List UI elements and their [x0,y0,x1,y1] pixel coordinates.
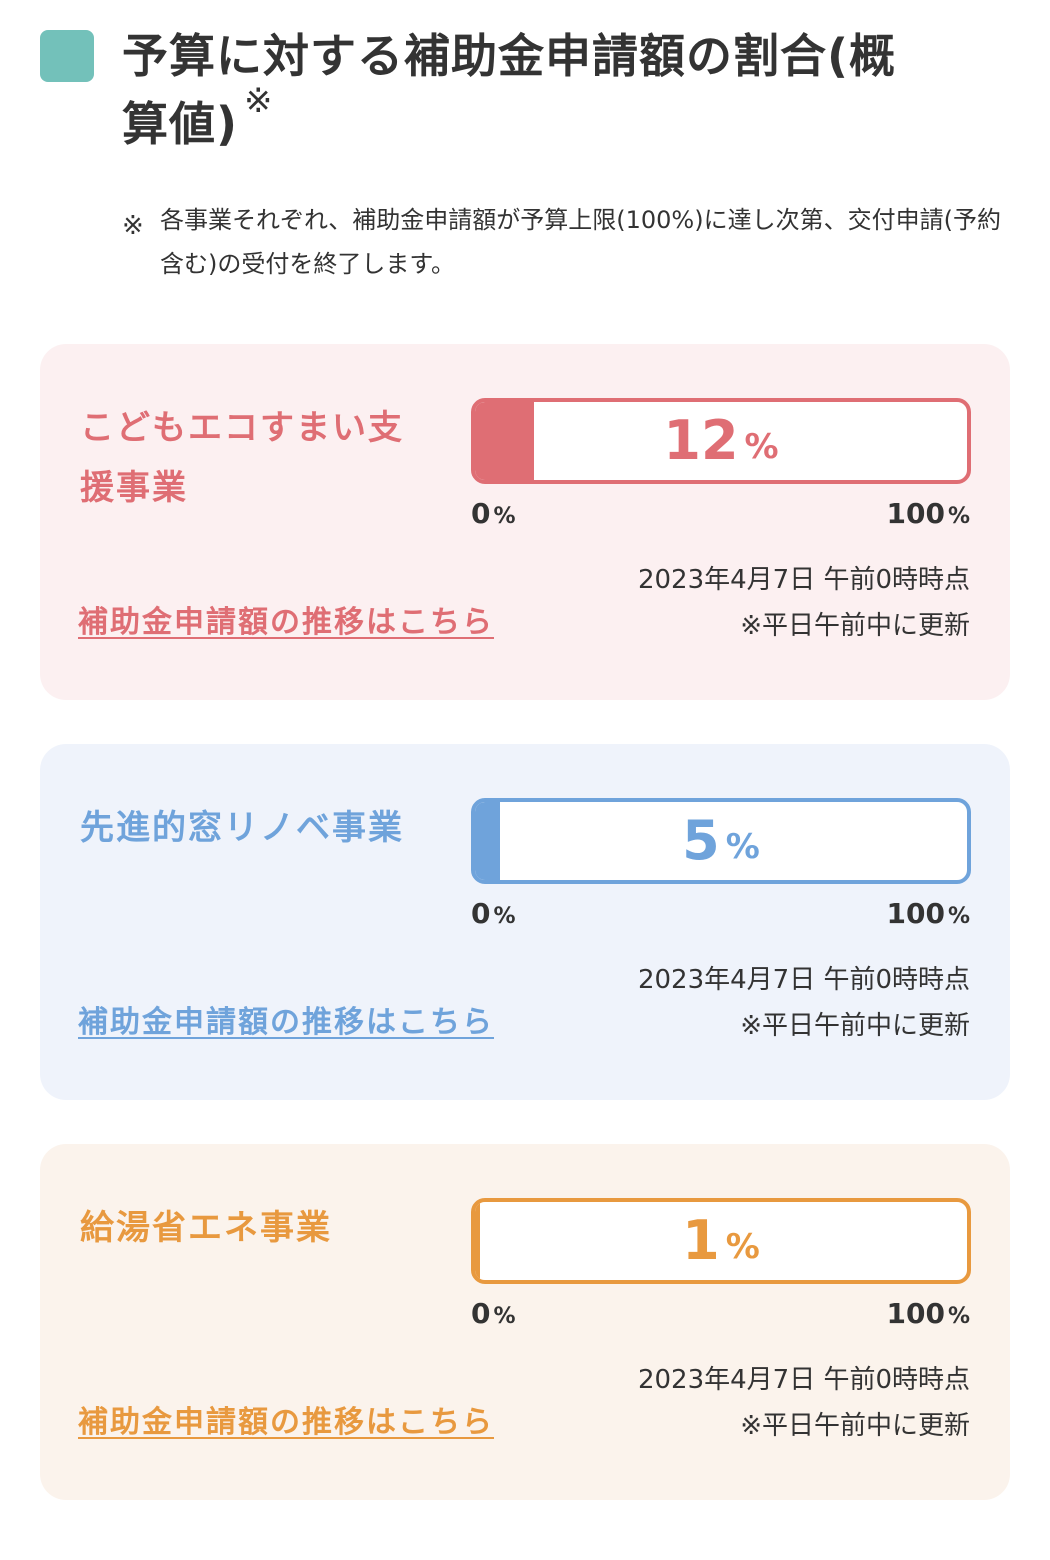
data-timestamp: 2023年4月7日 午前0時時点 [637,965,970,995]
scale-min-label: 0% [471,1296,516,1335]
scale-min-value: 0 [471,897,491,930]
program-name: こどもエコすまい支援事業 [80,408,404,508]
program-card-window-renovation: 先進的窓リノベ事業 5% 0% 100% 2023年4月7日 午前0時時点 ※平… [40,744,1010,1100]
title-note-mark: ※ [244,81,274,121]
program-card-kodomo-eco: こどもエコすまい支援事業 12% 0% 100% 2023年4月7日 午前0時時… [40,344,1010,700]
budget-progress-fill [475,1202,480,1280]
budget-progress-fill [475,402,535,480]
page-title-text: 予算に対する補助金申請額の割合(概算値) [122,29,897,151]
scale-max-value: 100 [886,497,945,530]
note-mark: ※ [122,211,144,241]
program-name: 先進的窓リノベ事業 [80,808,404,848]
progress-number: 1 [682,1209,720,1272]
budget-progress-bar: 5% [471,798,971,884]
update-schedule-note: ※平日午前中に更新 [740,611,970,641]
scale-max-label: 100% [887,1296,971,1335]
scale-max-unit: % [947,504,970,529]
scale-max-value: 100 [886,1297,945,1330]
page-title: 予算に対する補助金申請額の割合(概算値) ※ [122,22,922,158]
budget-progress-value: 1% [475,1202,967,1280]
scale-max-value: 100 [886,897,945,930]
program-card-water-heater: 給湯省エネ事業 1% 0% 100% 2023年4月7日 午前0時時点 ※平日午… [40,1144,1010,1500]
application-history-link[interactable]: 補助金申請額の推移はこちら [78,605,494,640]
scale-max-label: 100% [887,496,971,535]
progress-unit: % [725,1227,760,1267]
application-history-link[interactable]: 補助金申請額の推移はこちら [78,1005,494,1040]
scale-max-unit: % [947,904,970,929]
scale-max-unit: % [947,1304,970,1329]
progress-number: 12 [663,409,739,472]
budget-progress-value: 12% [475,402,967,480]
budget-progress-value: 5% [475,802,967,880]
application-history-link[interactable]: 補助金申請額の推移はこちら [78,1405,494,1440]
scale-min-unit: % [493,904,516,929]
data-timestamp: 2023年4月7日 午前0時時点 [637,565,970,595]
budget-progress-fill [475,802,500,880]
budget-note: ※ 各事業それぞれ、補助金申請額が予算上限(100%)に達し次第、交付申請(予約… [122,198,1012,286]
section-marker [40,30,94,82]
note-text: 各事業それぞれ、補助金申請額が予算上限(100%)に達し次第、交付申請(予約含む… [160,206,1001,278]
progress-unit: % [744,427,779,467]
scale-min-value: 0 [471,1297,491,1330]
scale-max-label: 100% [887,896,971,935]
program-name: 給湯省エネ事業 [80,1208,332,1248]
budget-progress-bar: 1% [471,1198,971,1284]
scale-min-value: 0 [471,497,491,530]
budget-progress-bar: 12% [471,398,971,484]
scale-min-unit: % [493,504,516,529]
progress-unit: % [725,827,760,867]
update-schedule-note: ※平日午前中に更新 [740,1011,970,1041]
scale-min-label: 0% [471,896,516,935]
progress-number: 5 [682,809,720,872]
scale-min-label: 0% [471,496,516,535]
scale-min-unit: % [493,1304,516,1329]
update-schedule-note: ※平日午前中に更新 [740,1411,970,1441]
data-timestamp: 2023年4月7日 午前0時時点 [637,1365,970,1395]
